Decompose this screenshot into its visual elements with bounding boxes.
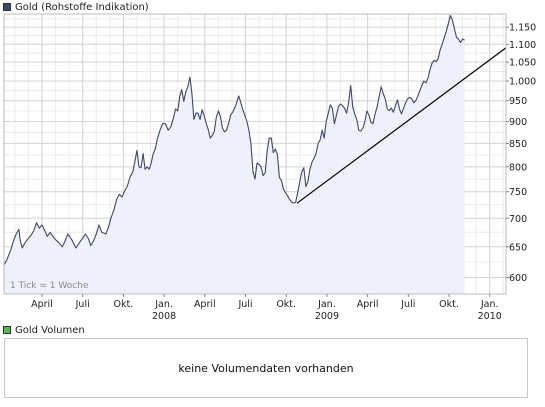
y-tick-label: 1.000: [509, 76, 536, 87]
price-legend-label: Gold (Rohstoffe Indikation): [15, 1, 149, 13]
x-tick-label: Okt.: [276, 299, 296, 310]
chart-area: [4, 15, 465, 294]
x-tick-label: Jan.: [317, 299, 336, 310]
x-tick-label: Juli: [400, 299, 415, 310]
volume-legend-label: Gold Volumen: [15, 324, 85, 336]
trendline: [296, 47, 507, 204]
price-legend: Gold (Rohstoffe Indikation): [3, 1, 149, 13]
y-axis-ticks: 600 650 700 750 800 850 900 950 1.000 1.050 1.100 1…: [506, 23, 536, 284]
x-tick-label: Jan.: [480, 299, 499, 310]
x-tick-label: Okt.: [439, 299, 459, 310]
x-year-label: 2010: [478, 311, 502, 322]
plot-frame: [3, 13, 507, 295]
y-tick-label: 650: [509, 242, 527, 253]
chart-line: [3, 15, 465, 266]
x-tick-label: Jan.: [154, 299, 173, 310]
chart-frame: [3, 13, 507, 295]
x-tick-label: April: [194, 299, 216, 310]
price-line: [3, 15, 465, 266]
tick-note: 1 Tick = 1 Woche: [10, 281, 89, 291]
volume-legend-swatch: [3, 326, 11, 334]
x-tick-label: Okt.: [114, 299, 134, 310]
y-tick-label: 850: [509, 139, 527, 150]
y-tick-label: 800: [509, 162, 527, 173]
volume-panel: keine Volumendaten vorhanden: [4, 338, 528, 398]
volume-empty-message: keine Volumendaten vorhanden: [178, 361, 354, 375]
y-tick-label: 1.050: [509, 58, 536, 69]
y-tick-label: 600: [509, 273, 527, 284]
chart-trendline: [296, 47, 507, 204]
y-tick-label: 1.100: [509, 40, 536, 51]
x-tick-label: Juli: [75, 299, 90, 310]
y-tick-label: 750: [509, 187, 527, 198]
x-tick-label: April: [357, 299, 379, 310]
x-year-label: 2008: [152, 311, 176, 322]
y-tick-label: 900: [509, 117, 527, 128]
x-tick-label: April: [31, 299, 53, 310]
y-tick-label: 700: [509, 214, 527, 225]
y-tick-label: 950: [509, 96, 527, 107]
price-chart: 600 650 700 750 800 850 900 950 1.000 1.050 1.100 1…: [3, 13, 536, 322]
price-legend-swatch: [3, 3, 11, 11]
y-tick-label: 1.150: [509, 23, 536, 34]
volume-legend: Gold Volumen: [3, 324, 85, 336]
x-year-label: 2009: [315, 311, 339, 322]
x-tick-label: Juli: [237, 299, 252, 310]
price-area: [4, 15, 465, 294]
